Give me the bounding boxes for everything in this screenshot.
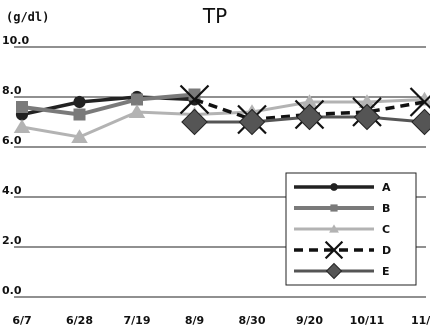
- legend-marker-A: [330, 183, 338, 191]
- series-E-point: [296, 103, 323, 131]
- series-line-D: [193, 97, 425, 122]
- y-tick-label: 8.0: [2, 84, 22, 97]
- legend-marker-B: [330, 204, 338, 212]
- series-A-point: [73, 95, 86, 109]
- series-E-point: [411, 108, 430, 136]
- y-unit-label: (g/dl): [6, 10, 50, 24]
- x-tick-label: 6/28: [66, 314, 93, 327]
- x-tick-label: 10/11: [350, 314, 385, 327]
- series-D-point: [179, 84, 210, 115]
- y-tick-label: 2.0: [2, 234, 22, 247]
- series-E-point: [238, 108, 266, 136]
- legend-label-C: C: [382, 223, 390, 236]
- x-tick-label: 11/1: [411, 314, 430, 327]
- legend-marker-E: [325, 262, 343, 280]
- x-tick-label: 9/20: [296, 314, 323, 327]
- x-tick-label: 8/9: [185, 314, 204, 327]
- x-tick-label: 8/30: [239, 314, 266, 327]
- series-C-point: [358, 94, 376, 109]
- x-tick-label: 6/7: [12, 314, 31, 327]
- legend-marker-D: [324, 240, 344, 260]
- series-B-point: [73, 108, 86, 121]
- series-B-point: [16, 101, 28, 113]
- legend-label-A: A: [382, 181, 391, 194]
- series-E-point: [181, 108, 208, 136]
- series-C-point: [71, 129, 88, 144]
- series-D-point: [409, 87, 430, 117]
- y-tick-label: 4.0: [2, 184, 22, 197]
- legend-label-B: B: [382, 202, 390, 215]
- chart-title: TP: [202, 4, 228, 28]
- series-line-B: [21, 92, 195, 117]
- series-C-point: [301, 94, 318, 109]
- series-E-point: [353, 103, 381, 131]
- y-tick-label: 6.0: [2, 134, 22, 147]
- series-C-point: [13, 119, 31, 134]
- y-tick-label: 0.0: [2, 284, 22, 297]
- legend-label-E: E: [382, 265, 390, 278]
- series-C-point: [128, 104, 146, 119]
- x-tick-label: 7/19: [124, 314, 151, 327]
- y-tick-label: 10.0: [2, 34, 29, 47]
- legend-marker-C: [329, 224, 339, 233]
- legend-label-D: D: [382, 244, 391, 257]
- series-B-point: [131, 93, 143, 106]
